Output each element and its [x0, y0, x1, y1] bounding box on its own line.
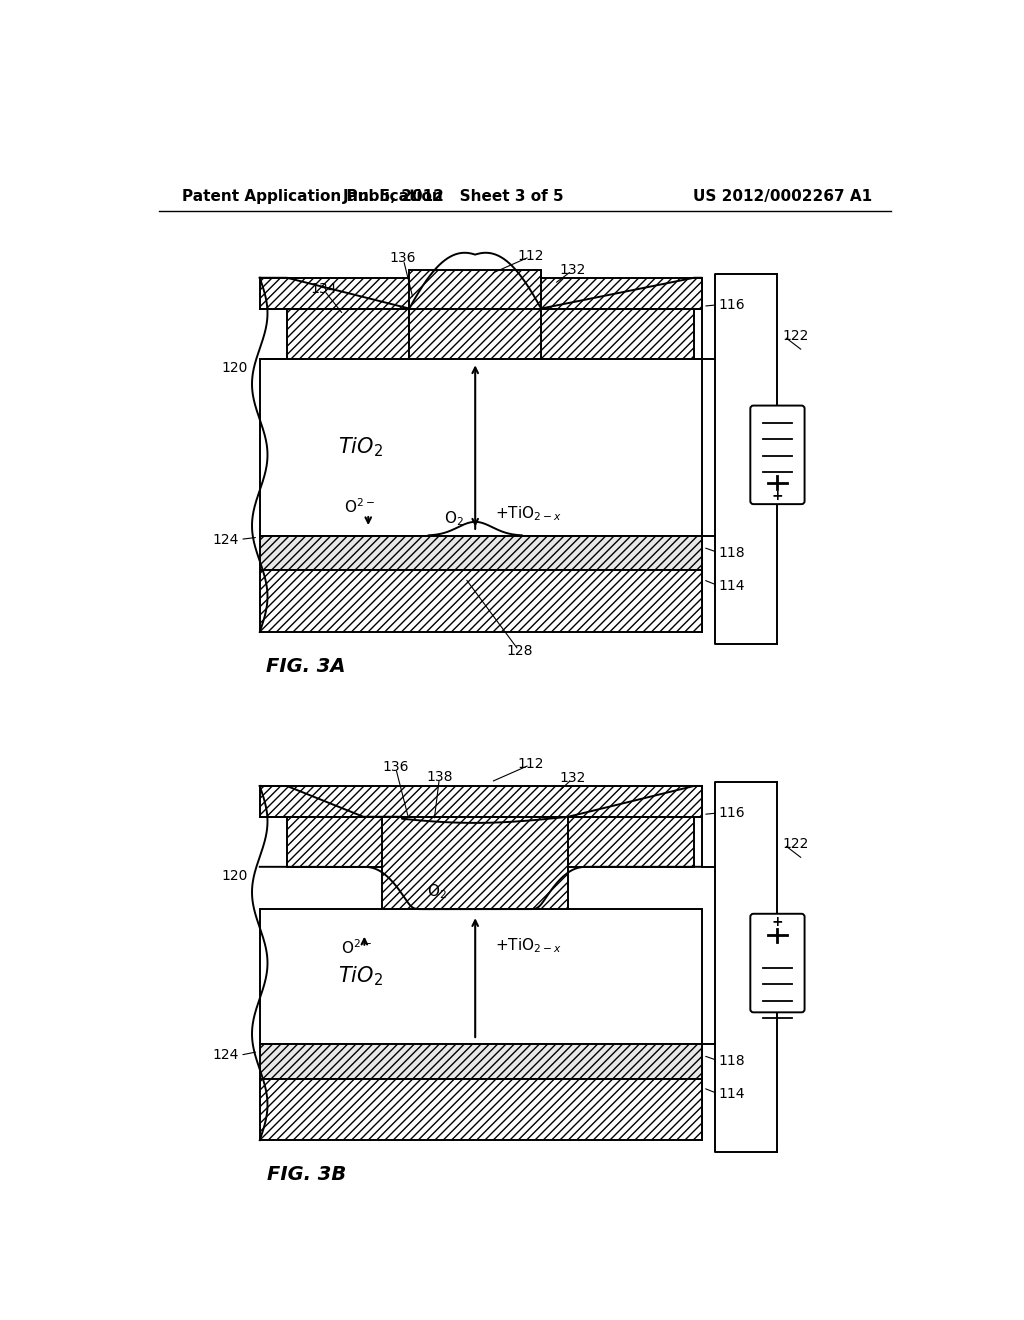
Bar — [260, 277, 701, 309]
Bar — [557, 817, 693, 867]
Bar — [410, 271, 541, 359]
Text: TiO$_2$: TiO$_2$ — [338, 436, 383, 459]
Text: +TiO$_{2-x}$: +TiO$_{2-x}$ — [495, 504, 561, 524]
Text: 120: 120 — [222, 869, 248, 883]
Bar — [382, 817, 568, 909]
Text: O$_2$: O$_2$ — [427, 882, 446, 900]
Bar — [260, 359, 701, 536]
Text: 118: 118 — [719, 1053, 745, 1068]
Text: 112: 112 — [518, 249, 544, 263]
Text: 118: 118 — [719, 545, 745, 560]
FancyBboxPatch shape — [751, 405, 805, 504]
Text: FIG. 3B: FIG. 3B — [266, 1166, 346, 1184]
Text: 114: 114 — [719, 578, 745, 593]
Text: 136: 136 — [382, 760, 409, 774]
Text: Jan. 5, 2012   Sheet 3 of 5: Jan. 5, 2012 Sheet 3 of 5 — [343, 189, 564, 205]
Text: TiO$_2$: TiO$_2$ — [338, 965, 383, 987]
Bar — [260, 1078, 701, 1140]
Text: 136: 136 — [390, 252, 417, 265]
Text: 112: 112 — [518, 758, 544, 771]
Bar — [260, 909, 701, 1044]
Text: 116: 116 — [719, 807, 745, 820]
Text: O$^{2-}$: O$^{2-}$ — [341, 939, 372, 957]
Bar — [260, 785, 701, 817]
Bar — [287, 309, 410, 359]
Bar — [541, 309, 693, 359]
Text: 128: 128 — [506, 644, 532, 659]
Bar — [260, 1044, 701, 1078]
Bar — [260, 536, 701, 570]
Text: 124: 124 — [212, 532, 239, 546]
Text: 132: 132 — [560, 263, 586, 277]
Bar — [287, 817, 394, 867]
Text: Patent Application Publication: Patent Application Publication — [182, 189, 443, 205]
Text: O$^{2-}$: O$^{2-}$ — [343, 498, 375, 516]
Text: +: + — [772, 915, 783, 928]
Text: US 2012/0002267 A1: US 2012/0002267 A1 — [693, 189, 872, 205]
Text: 124: 124 — [212, 1048, 239, 1063]
Text: 114: 114 — [719, 1086, 745, 1101]
Text: 120: 120 — [222, 360, 248, 375]
Text: 122: 122 — [783, 329, 809, 342]
Text: +: + — [772, 490, 783, 503]
Bar — [260, 570, 701, 632]
Text: 116: 116 — [719, 298, 745, 312]
FancyBboxPatch shape — [751, 913, 805, 1012]
Text: 134: 134 — [310, 282, 337, 296]
Text: O$_2$: O$_2$ — [443, 510, 464, 528]
Text: 122: 122 — [783, 837, 809, 850]
Text: 138: 138 — [426, 770, 453, 784]
Text: +TiO$_{2-x}$: +TiO$_{2-x}$ — [495, 937, 561, 956]
Text: 132: 132 — [560, 771, 586, 785]
Text: FIG. 3A: FIG. 3A — [266, 657, 346, 676]
